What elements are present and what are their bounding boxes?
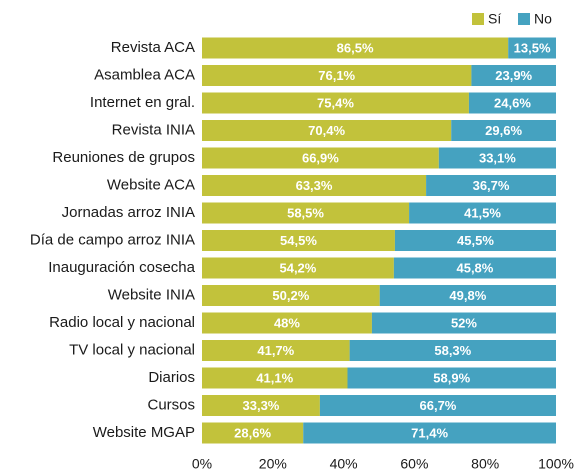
category-label: Radio local y nacional (49, 314, 195, 331)
value-label: 63,3% (296, 178, 333, 193)
value-label: 70,4% (308, 123, 345, 138)
bar-segment (202, 202, 410, 224)
x-tick-label: 100% (538, 456, 574, 472)
bar-segment (349, 340, 556, 361)
category-label: Día de campo arroz INIA (30, 231, 195, 248)
value-label: 58,9% (433, 370, 470, 385)
category-label: Diarios (148, 369, 195, 386)
value-label: 41,5% (464, 205, 501, 220)
value-label: 86,5% (337, 40, 374, 55)
category-label: Asamblea ACA (94, 66, 195, 83)
value-label: 48% (274, 315, 300, 330)
value-label: 54,2% (279, 260, 316, 275)
bar-segment (202, 285, 380, 306)
bar-segment (379, 285, 556, 306)
bar-segment (468, 92, 556, 114)
bar-segment (202, 120, 452, 141)
value-label: 33,3% (243, 398, 280, 413)
category-label: Revista ACA (111, 39, 195, 56)
bar-segment (438, 147, 556, 169)
bar-segment (202, 92, 469, 114)
bar-segment (394, 230, 556, 251)
value-label: 71,4% (411, 425, 448, 440)
value-label: 45,8% (456, 260, 493, 275)
x-tick-label: 20% (259, 456, 287, 472)
category-label: Website MGAP (93, 424, 195, 441)
value-label: 13,5% (514, 40, 551, 55)
value-label: 45,5% (457, 233, 494, 248)
value-label: 66,7% (420, 398, 457, 413)
bar-segment (202, 175, 427, 196)
bar-segment (202, 340, 350, 361)
value-label: 29,6% (485, 123, 522, 138)
category-label: Jornadas arroz INIA (62, 204, 195, 221)
x-tick-label: 60% (400, 456, 428, 472)
value-label: 24,6% (494, 95, 531, 110)
bar-segment (202, 422, 304, 444)
legend-swatch (472, 13, 484, 25)
value-label: 52% (451, 315, 477, 330)
x-tick-label: 0% (192, 456, 212, 472)
x-tick-label: 40% (330, 456, 358, 472)
category-label: Cursos (147, 396, 195, 413)
category-label: Revista INIA (112, 121, 195, 138)
value-label: 41,1% (256, 370, 293, 385)
bar-segment (451, 120, 556, 141)
bar-segment (508, 37, 556, 59)
bar-segment (471, 65, 556, 86)
value-label: 49,8% (449, 288, 486, 303)
value-label: 28,6% (234, 425, 271, 440)
bar-segment (319, 395, 556, 416)
value-label: 41,7% (257, 343, 294, 358)
bar-segment (347, 367, 556, 389)
bar-segment (202, 230, 395, 251)
bar-segment (202, 395, 320, 416)
value-label: 66,9% (302, 150, 339, 165)
bar-segment (202, 37, 509, 59)
value-label: 36,7% (473, 178, 510, 193)
value-label: 58,5% (287, 205, 324, 220)
category-label: Reuniones de grupos (52, 149, 195, 166)
legend-label: No (534, 11, 552, 27)
bar-segment (409, 202, 556, 224)
value-label: 33,1% (479, 150, 516, 165)
value-label: 58,3% (434, 343, 471, 358)
bar-segment (202, 312, 372, 334)
category-label: Website ACA (107, 176, 195, 193)
category-label: Website INIA (108, 286, 195, 303)
legend-label: Sí (488, 11, 501, 27)
bar-segment (202, 257, 394, 279)
category-label: Internet en gral. (90, 94, 195, 111)
bar-segment (202, 367, 348, 389)
category-label: Inauguración cosecha (48, 259, 195, 276)
value-label: 50,2% (272, 288, 309, 303)
bar-segment (202, 147, 439, 169)
bar-segment (303, 422, 556, 444)
value-label: 54,5% (280, 233, 317, 248)
legend-swatch (518, 13, 530, 25)
bar-segment (371, 312, 556, 334)
bar-segment (393, 257, 556, 279)
value-label: 23,9% (495, 68, 532, 83)
category-label: TV local y nacional (69, 341, 195, 358)
x-tick-label: 80% (471, 456, 499, 472)
bar-segment (426, 175, 556, 196)
value-label: 75,4% (317, 95, 354, 110)
value-label: 76,1% (318, 68, 355, 83)
bar-segment (202, 65, 472, 86)
